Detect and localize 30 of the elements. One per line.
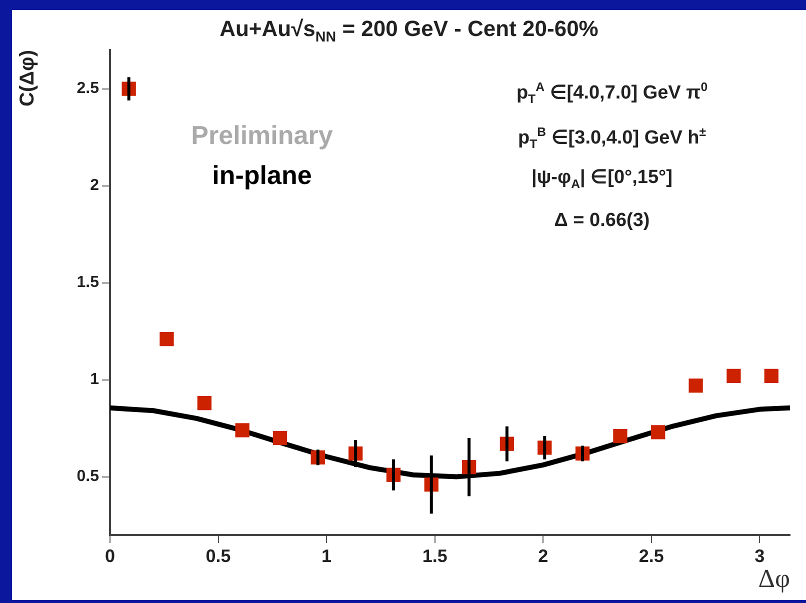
x-tick-label: 3 — [754, 546, 765, 566]
annotation: p$_{T}$$^{A}$ ∈[4.0,7.0] GeV π$^{0}$ — [515, 80, 709, 106]
y-tick-label: 2 — [90, 177, 100, 194]
point — [197, 396, 212, 410]
point — [764, 368, 778, 383]
x-tick-label: 2.5 — [638, 546, 664, 566]
annotation: p$_{T}$$^{B}$ ∈[3.0,4.0] GeV h$^{±}$ — [516, 125, 708, 152]
point — [613, 428, 628, 444]
point — [235, 423, 250, 438]
x-tick-label: 1 — [322, 546, 332, 566]
y-axis-title: C(Δφ) — [16, 50, 39, 106]
x-tick-label: 0.5 — [206, 546, 231, 566]
y-tick-label: 2.5 — [76, 80, 100, 98]
annotation: Preliminary — [190, 120, 334, 151]
point — [726, 368, 741, 383]
annotation: |ψ-φ$_{A}$| ∈[0°,15°] — [530, 166, 674, 191]
annotation: in-plane — [212, 160, 312, 190]
point — [160, 332, 174, 346]
y-tick-label: 1.5 — [76, 274, 100, 292]
x-tick-label: 0 — [104, 546, 116, 566]
x-tick-label: 2 — [538, 546, 548, 566]
chart-title: Au+Au√s$_{NN}$ = 200 GeV - Cent 20-60% — [218, 16, 600, 46]
y-tick-label: 1 — [90, 371, 100, 388]
x-tick-label: 1.5 — [422, 546, 448, 566]
x-axis-title: Δφ — [758, 564, 790, 594]
point — [272, 430, 288, 446]
point — [651, 425, 666, 440]
y-tick-label: 0.5 — [76, 468, 100, 486]
annotation: Δ = 0.66(3) — [553, 210, 651, 232]
point — [688, 378, 703, 393]
